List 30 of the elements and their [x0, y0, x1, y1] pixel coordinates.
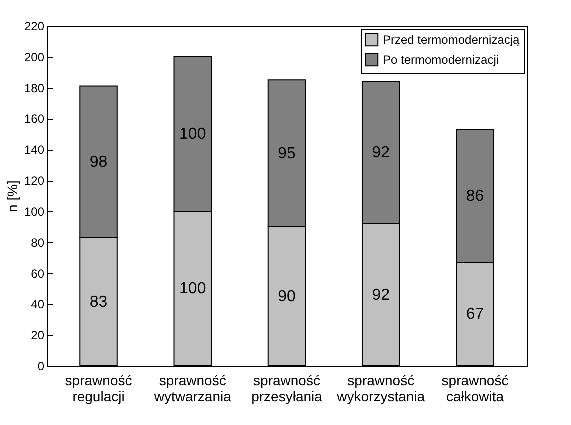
y-tick-label: 40	[31, 298, 45, 312]
y-tick-label: 160	[24, 112, 45, 126]
y-axis-title: n [%]	[4, 180, 20, 212]
x-tick-label: sprawność wykorzystania	[336, 372, 426, 404]
y-tick-label: 80	[31, 236, 45, 250]
y-tick-label: 220	[24, 20, 45, 34]
x-tick-label: sprawność przesyłania	[252, 372, 323, 404]
y-tick-label: 200	[24, 50, 45, 64]
y-tick-label: 180	[24, 81, 45, 96]
legend-label: Po termomodernizacji	[383, 53, 500, 67]
y-tick-label: 60	[31, 266, 45, 281]
legend-label: Przed termomodernizacją	[383, 33, 520, 47]
data-label: 98	[90, 154, 108, 171]
data-label: 95	[278, 146, 296, 162]
y-tick-label: 0	[38, 360, 45, 374]
y-tick-label: 20	[31, 328, 45, 343]
y-tick-label: 120	[24, 174, 45, 188]
x-tick-label: sprawność całkowita	[442, 372, 509, 404]
data-label: 86	[466, 188, 484, 205]
y-tick-label: 100	[24, 204, 45, 219]
data-label: 100	[180, 280, 206, 298]
x-tick-label: sprawność wytwarzania	[153, 372, 232, 404]
data-label: 83	[90, 294, 108, 311]
data-label: 100	[180, 126, 206, 144]
x-tick-label: sprawność regulacji	[65, 372, 132, 404]
y-tick-label: 140	[24, 143, 45, 158]
data-label: 92	[372, 286, 390, 304]
data-label: 90	[278, 288, 296, 306]
data-label: 67	[466, 306, 484, 324]
data-label: 92	[372, 144, 390, 162]
